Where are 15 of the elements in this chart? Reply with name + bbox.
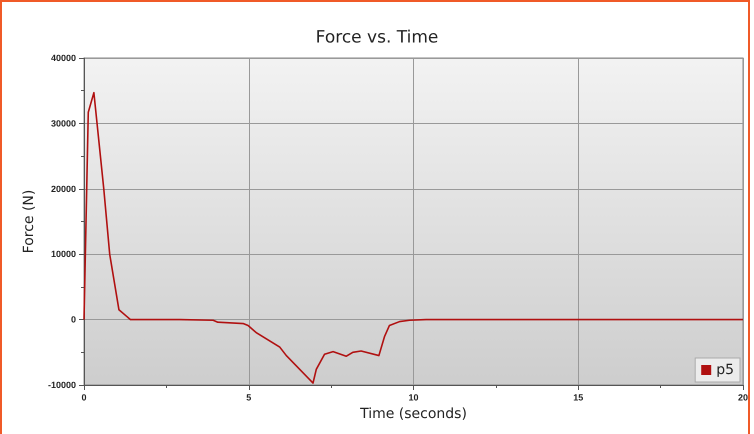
y-axis-title: Force (N) <box>21 190 37 254</box>
legend-label: p5 <box>716 362 734 378</box>
chart-title: Force vs. Time <box>316 28 438 48</box>
x-tick-label: 5 <box>246 392 252 402</box>
x-axis-title: Time (seconds) <box>359 406 467 422</box>
x-tick-label: 20 <box>738 392 748 402</box>
y-tick-label: 40000 <box>50 53 76 63</box>
y-tick-label: 20000 <box>50 184 76 194</box>
y-tick-label: 30000 <box>50 118 76 128</box>
y-tick-label: 0 <box>70 314 76 325</box>
x-tick-label: 0 <box>81 392 87 402</box>
x-tick-label: 15 <box>573 392 584 402</box>
y-tick-label: 10000 <box>50 249 76 260</box>
y-tick-label: -10000 <box>48 380 76 390</box>
x-tick-label: 10 <box>408 392 419 402</box>
